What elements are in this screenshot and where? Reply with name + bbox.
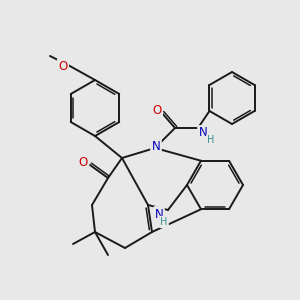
- Text: H: H: [207, 135, 215, 145]
- Text: O: O: [152, 103, 162, 116]
- Text: H: H: [160, 217, 168, 227]
- Text: O: O: [58, 59, 68, 73]
- Text: N: N: [152, 140, 160, 154]
- Text: N: N: [154, 208, 164, 220]
- Text: O: O: [78, 157, 88, 169]
- Text: N: N: [199, 127, 207, 140]
